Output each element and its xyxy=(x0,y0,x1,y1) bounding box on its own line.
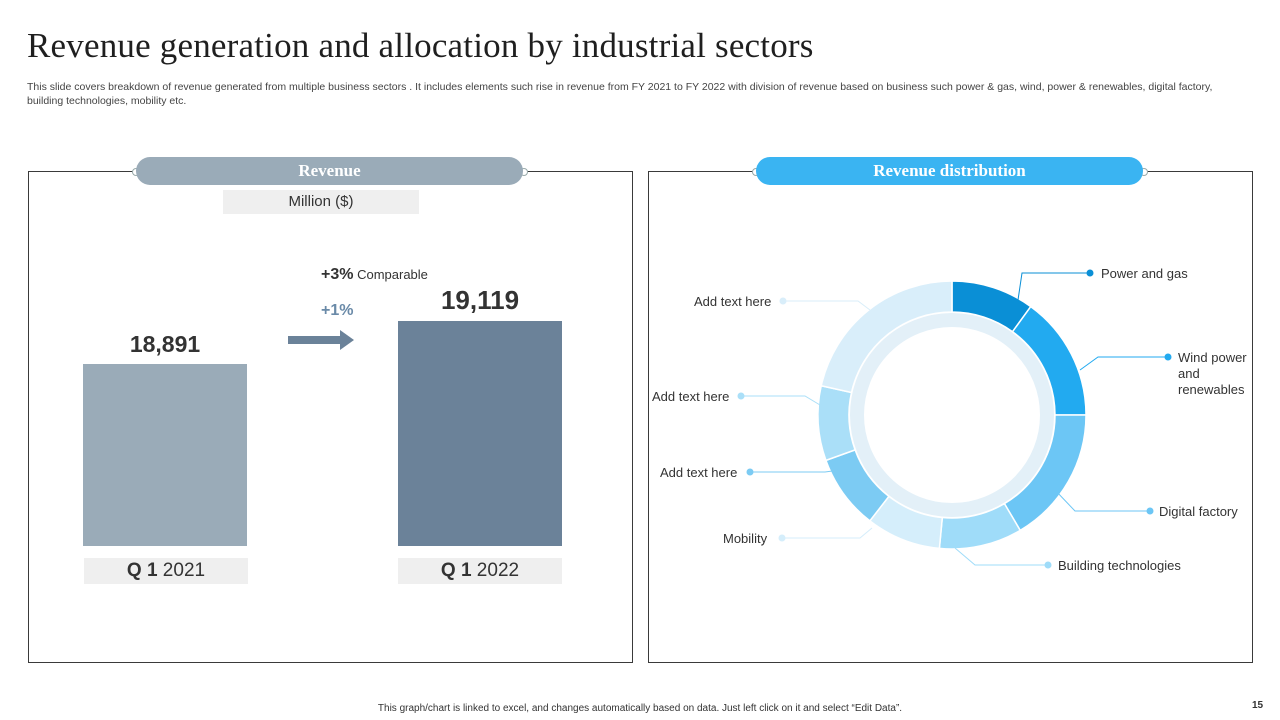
category-year: 2022 xyxy=(471,560,520,581)
revenue-header: Revenue xyxy=(136,157,523,185)
category-quarter: Q 1 xyxy=(126,560,158,581)
bar-q1-2021 xyxy=(83,364,247,546)
category-quarter: Q 1 xyxy=(440,560,472,581)
callout-label: Wind power and renewables xyxy=(1178,350,1247,397)
right-arrow-icon xyxy=(288,330,354,350)
growth-value: +3% xyxy=(321,266,354,283)
distribution-header: Revenue distribution xyxy=(756,157,1143,185)
page-subtitle: This slide covers breakdown of revenue g… xyxy=(27,81,1213,107)
callout-label: Add text here xyxy=(694,294,772,309)
callout-label: Mobility xyxy=(723,531,768,546)
callout-label: Building technologies xyxy=(1058,558,1181,573)
category-label-2022: Q 1 2022 xyxy=(398,558,562,584)
callout-label: Power and gas xyxy=(1101,266,1188,281)
growth-secondary: +1% xyxy=(321,302,354,319)
bar-q1-2022 xyxy=(398,321,562,546)
callout-label: Add text here xyxy=(652,389,730,404)
callout-label: Digital factory xyxy=(1159,504,1238,519)
page-title: Revenue generation and allocation by ind… xyxy=(27,26,814,65)
growth-suffix: Comparable xyxy=(353,267,428,282)
growth-comparable: +3% Comparable xyxy=(321,266,428,284)
category-label-2021: Q 1 2021 xyxy=(84,558,248,584)
distribution-panel xyxy=(648,171,1253,663)
unit-label: Million ($) xyxy=(223,190,419,214)
footer-note: This graph/chart is linked to excel, and… xyxy=(377,703,903,714)
category-year: 2021 xyxy=(157,560,206,581)
bar-value-label: 19,119 xyxy=(440,285,520,315)
page-number: 15 xyxy=(1252,700,1264,711)
bar-value-label: 18,891 xyxy=(129,331,201,357)
callout-label: Add text here xyxy=(660,465,738,480)
